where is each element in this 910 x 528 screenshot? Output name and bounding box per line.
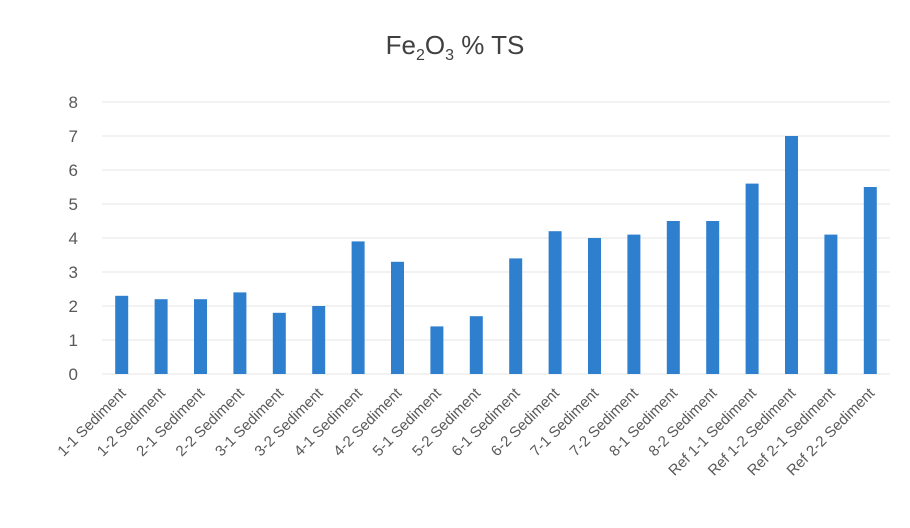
title-o: O — [424, 30, 446, 60]
y-tick-label: 4 — [69, 229, 78, 248]
y-tick-label: 2 — [69, 297, 78, 316]
bar — [548, 231, 562, 374]
bar — [115, 295, 129, 374]
y-tick-label: 6 — [69, 161, 78, 180]
bar — [272, 312, 286, 374]
bar — [666, 221, 680, 374]
bar — [824, 234, 838, 374]
bar — [509, 258, 523, 374]
bar — [430, 326, 444, 374]
y-tick-label: 5 — [69, 195, 78, 214]
y-axis-ticks: 0 1 2 3 4 5 6 7 8 — [69, 93, 78, 384]
gridlines — [102, 101, 890, 375]
bar — [785, 136, 798, 374]
bar — [745, 183, 759, 374]
title-fe: Fe — [385, 30, 416, 60]
bar — [588, 238, 601, 374]
bar — [351, 241, 365, 374]
title-rest: % TS — [454, 30, 525, 60]
bar — [312, 306, 326, 374]
bar — [194, 299, 207, 374]
bar — [391, 261, 404, 374]
bars — [115, 136, 877, 374]
y-tick-label: 1 — [69, 331, 78, 350]
bar — [233, 292, 247, 374]
y-tick-label: 0 — [69, 365, 78, 384]
title-sub-2: 2 — [415, 47, 425, 65]
bar — [863, 187, 877, 374]
bar — [154, 299, 168, 374]
bar — [469, 316, 483, 374]
bar — [627, 234, 641, 374]
title-sub-3: 3 — [445, 47, 455, 65]
y-tick-label: 8 — [69, 93, 78, 112]
y-tick-label: 3 — [69, 263, 78, 282]
y-tick-label: 7 — [69, 127, 78, 146]
bar — [706, 221, 720, 374]
chart-title: Fe2O3 % TS — [0, 30, 910, 65]
